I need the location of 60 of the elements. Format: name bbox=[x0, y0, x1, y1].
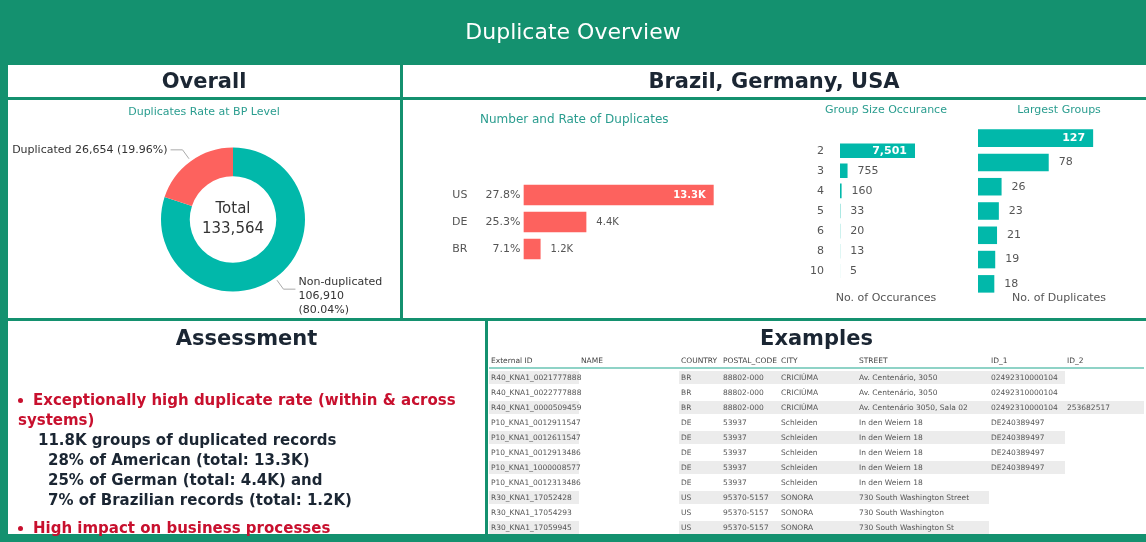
text: High impact on business processes bbox=[33, 519, 331, 537]
y-tick-label: BR bbox=[452, 241, 468, 255]
bar bbox=[978, 177, 1002, 196]
y-tick-label: DE bbox=[452, 214, 468, 228]
y-tick-label: 6 bbox=[817, 223, 824, 237]
data-label: 78 bbox=[1058, 155, 1073, 169]
data-label: 33 bbox=[850, 203, 865, 217]
text: Examples bbox=[759, 325, 874, 350]
data-label: 21 bbox=[1007, 228, 1022, 242]
y-tick-label: 2 bbox=[817, 143, 824, 157]
chart-title: Overall bbox=[8, 65, 400, 100]
data-label: 20 bbox=[850, 223, 865, 237]
text: Brazil, Germany, USA bbox=[402, 65, 1146, 100]
y-tick-label: 3 bbox=[817, 163, 824, 177]
bar bbox=[978, 202, 999, 220]
y-tick-label: 4 bbox=[817, 183, 824, 197]
x-axis-title: No. of Duplicates bbox=[1011, 291, 1107, 304]
slice-label: Non-duplicated bbox=[298, 275, 383, 288]
text: Total bbox=[214, 199, 251, 218]
text: 11.8K groups of duplicated records bbox=[38, 431, 337, 449]
text: Exceptionally high duplicate rate (within & across systems) bbox=[18, 391, 456, 429]
data-label: 18 bbox=[1004, 276, 1019, 290]
y-tick-label: 10 bbox=[810, 264, 824, 278]
data-label: 19 bbox=[1005, 252, 1020, 266]
bar bbox=[978, 129, 1094, 147]
text: 133,564 bbox=[201, 219, 265, 238]
data-label: 1.2K bbox=[550, 242, 574, 254]
chart-subtitle: Duplicates Rate at BP Level bbox=[127, 105, 281, 118]
y-tick-label: US bbox=[452, 187, 468, 201]
bar bbox=[978, 275, 995, 293]
data-label: 4.4K bbox=[596, 215, 620, 227]
text: 25% of German (total: 4.4K) and bbox=[48, 471, 323, 489]
text: 27.8% bbox=[485, 187, 521, 201]
text: Assessment bbox=[174, 325, 319, 350]
data-label: 13 bbox=[850, 244, 865, 258]
chart-subtitle: Number and Rate of Duplicates bbox=[480, 112, 669, 126]
data-label: 13.3K bbox=[673, 188, 707, 200]
data-label: 7,501 bbox=[872, 143, 908, 157]
data-label: 755 bbox=[857, 163, 879, 177]
y-tick-label: 5 bbox=[817, 203, 824, 217]
bar bbox=[978, 226, 998, 245]
x-axis-title: No. of Occurances bbox=[834, 291, 938, 304]
text: Duplicate Overview bbox=[0, 0, 1146, 62]
bar bbox=[978, 250, 996, 269]
bar bbox=[840, 163, 848, 179]
text: 7% of Brazilian records (total: 1.2K) bbox=[48, 491, 352, 509]
data-label: 106,910 (80.04%) bbox=[298, 289, 349, 316]
chart-title: Largest Groups bbox=[1016, 103, 1102, 116]
data-label: 5 bbox=[850, 264, 858, 278]
data-label: 127 bbox=[1062, 131, 1086, 144]
slice-label: Duplicated 26,654 (19.96%) bbox=[12, 142, 168, 156]
y-tick-label: 8 bbox=[817, 244, 824, 258]
data-label: 23 bbox=[1008, 203, 1023, 217]
chart-title: Group Size Occurance bbox=[824, 103, 948, 116]
text: 25.3% bbox=[485, 214, 521, 228]
text: 28% of American (total: 13.3K) bbox=[48, 451, 310, 469]
data-label: 26 bbox=[1011, 179, 1026, 193]
text: 7.1% bbox=[492, 241, 521, 255]
bar bbox=[978, 153, 1049, 172]
data-label: 160 bbox=[851, 183, 873, 197]
